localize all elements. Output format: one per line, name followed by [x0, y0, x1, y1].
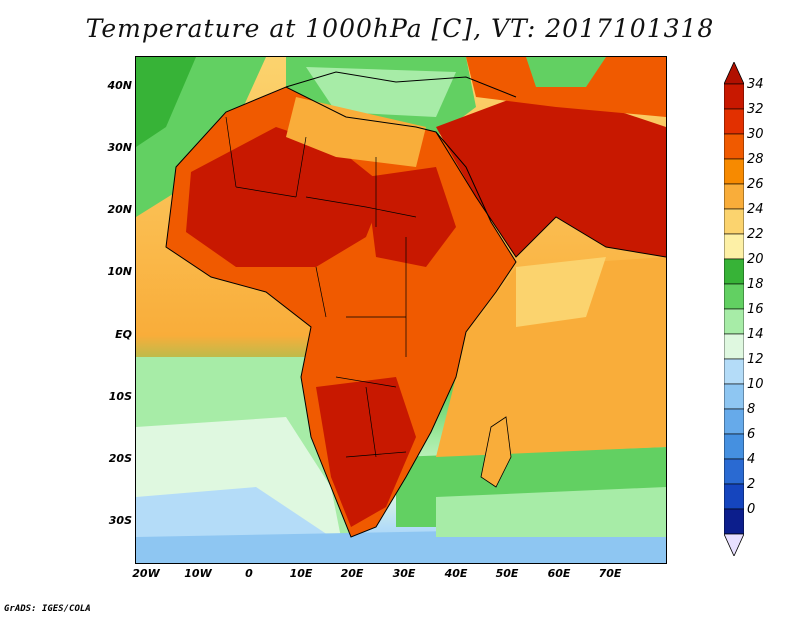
- colorbar-swatch: [724, 258, 744, 285]
- madagascar: [480, 416, 512, 488]
- colorbar-swatch: [724, 333, 744, 360]
- lat-label-20s: 20S: [108, 452, 132, 465]
- lon-label-40e: 40E: [444, 567, 468, 580]
- colorbar-swatch: [724, 508, 744, 535]
- colorbar-top-arrow: [724, 62, 744, 85]
- south-indian-cool: [436, 487, 666, 537]
- colorbar-label: 18: [747, 277, 764, 292]
- colorbar-swatch: [724, 233, 744, 260]
- colorbar-label: 0: [747, 502, 756, 517]
- north-atlantic-cool: [136, 57, 196, 147]
- colorbar-swatch: [724, 358, 744, 385]
- lat-label-20n: 20N: [107, 203, 132, 216]
- europe-coastline: [285, 71, 517, 98]
- colorbar-label: 16: [747, 302, 764, 317]
- colorbar-swatch: [724, 133, 744, 160]
- colorbar-label: 12: [747, 352, 764, 367]
- lon-label-20e: 20E: [340, 567, 364, 580]
- colorbar-swatch: [724, 158, 744, 185]
- lon-label-50e: 50E: [495, 567, 519, 580]
- arabia-land: [436, 97, 666, 257]
- colorbar-label: 22: [747, 227, 764, 242]
- colorbar-swatch: [724, 483, 744, 510]
- colorbar-label: 8: [747, 402, 756, 417]
- lat-label-10s: 10S: [108, 390, 132, 403]
- colorbar-label: 30: [747, 127, 764, 142]
- colorbar-label: 32: [747, 102, 764, 117]
- temperature-map: [135, 56, 667, 564]
- lon-label-20w: 20W: [132, 567, 160, 580]
- colorbar-label: 4: [747, 452, 756, 467]
- colorbar-label: 34: [747, 77, 764, 92]
- colorbar-label: 26: [747, 177, 764, 192]
- colorbar-swatch: [724, 283, 744, 310]
- colorbar-label: 14: [747, 327, 764, 342]
- lon-label-10e: 10E: [289, 567, 313, 580]
- credit-text: GrADS: IGES/COLA: [4, 604, 91, 614]
- colorbar: [724, 62, 744, 556]
- colorbar-label: 10: [747, 377, 764, 392]
- colorbar-swatch: [724, 308, 744, 335]
- colorbar-swatch: [724, 383, 744, 410]
- lon-label-30e: 30E: [392, 567, 416, 580]
- colorbar-swatch: [724, 408, 744, 435]
- lat-label-40n: 40N: [107, 79, 132, 92]
- lat-label-30s: 30S: [108, 514, 132, 527]
- sahara-north: [286, 97, 426, 167]
- colorbar-bottom-arrow: [724, 533, 744, 556]
- colorbar-label: 20: [747, 252, 764, 267]
- colorbar-swatch: [724, 458, 744, 485]
- colorbar-label: 28: [747, 152, 764, 167]
- arabian-sea: [516, 257, 606, 327]
- sahel-hot: [186, 127, 386, 267]
- arabia-coastline: [435, 131, 666, 258]
- africa-coastline: [165, 86, 517, 538]
- colorbar-swatch: [724, 83, 744, 110]
- colorbar-label: 2: [747, 477, 756, 492]
- lon-label-0: 0: [245, 567, 253, 580]
- colorbar-swatch: [724, 183, 744, 210]
- colorbar-swatch: [724, 208, 744, 235]
- colorbar-label: 6: [747, 427, 756, 442]
- lon-label-60e: 60E: [547, 567, 571, 580]
- colorbar-swatch: [724, 108, 744, 135]
- indian-ocean: [436, 257, 666, 457]
- lon-label-70e: 70E: [598, 567, 622, 580]
- caspian-area: [526, 57, 606, 87]
- lat-label-10n: 10N: [107, 265, 132, 278]
- colorbar-swatch: [724, 433, 744, 460]
- map-canvas: [136, 57, 666, 563]
- lat-label-30n: 30N: [107, 141, 132, 154]
- southern-africa-hot: [316, 377, 416, 527]
- map-title: Temperature at 1000hPa [C], VT: 20171013…: [85, 14, 715, 43]
- mediterranean-cool: [306, 67, 456, 117]
- lat-label-eq: EQ: [115, 328, 132, 341]
- lon-label-10w: 10W: [184, 567, 212, 580]
- country-borders: [225, 116, 417, 458]
- colorbar-label: 24: [747, 202, 764, 217]
- east-africa-hot: [366, 167, 456, 267]
